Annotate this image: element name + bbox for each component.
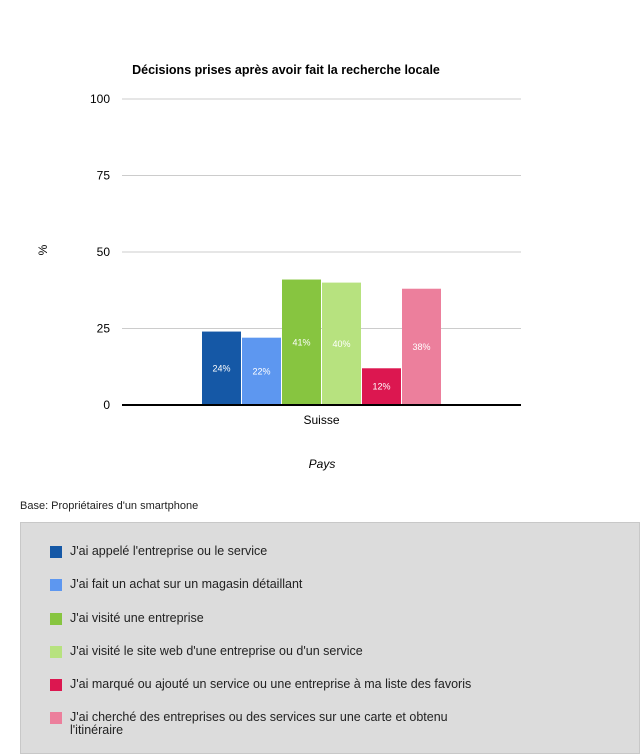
- y-tick-label: 50: [97, 245, 111, 259]
- bar: [242, 337, 281, 405]
- legend: J'ai appelé l'entreprise ou le service J…: [20, 522, 640, 754]
- data-label: 22%: [252, 366, 270, 376]
- legend-item: J'ai fait un achat sur un magasin détail…: [50, 578, 610, 591]
- gridlines: [122, 98, 521, 329]
- bars: [202, 279, 441, 405]
- y-tick-labels: 0 25 50 75 100: [90, 92, 110, 412]
- y-tick-label: 75: [97, 169, 111, 183]
- legend-item: J'ai visité le site web d'une entreprise…: [50, 645, 610, 658]
- data-label: 40%: [332, 339, 350, 349]
- data-label: 24%: [212, 363, 230, 373]
- legend-swatch: [50, 579, 62, 591]
- legend-item: J'ai appelé l'entreprise ou le service: [50, 545, 610, 558]
- legend-label: J'ai visité une entreprise: [70, 611, 204, 625]
- y-tick-label: 0: [103, 398, 110, 412]
- y-tick-label: 100: [90, 92, 110, 106]
- bar: [322, 282, 361, 405]
- legend-item: J'ai visité une entreprise: [50, 612, 610, 625]
- data-label: 12%: [372, 382, 390, 392]
- legend-item: J'ai cherché des entreprises ou des serv…: [50, 711, 610, 737]
- legend-label: J'ai cherché des entreprises ou des serv…: [70, 710, 448, 737]
- legend-label: J'ai fait un achat sur un magasin détail…: [70, 577, 303, 591]
- x-category-labels: Suisse: [303, 413, 339, 427]
- legend-label: J'ai marqué ou ajouté un service ou une …: [70, 677, 472, 691]
- legend-swatch: [50, 613, 62, 625]
- data-label: 41%: [292, 337, 310, 347]
- legend-swatch: [50, 712, 62, 724]
- data-label: 38%: [412, 342, 430, 352]
- bar: [282, 279, 321, 405]
- legend-label: J'ai appelé l'entreprise ou le service: [70, 544, 268, 558]
- base-note: Base: Propriétaires d'un smartphone: [20, 500, 199, 512]
- chart-title: Décisions prises après avoir fait la rec…: [132, 63, 440, 77]
- bar: [202, 331, 241, 405]
- x-category-label: Suisse: [303, 413, 339, 427]
- legend-swatch: [50, 679, 62, 691]
- legend-swatch: [50, 646, 62, 658]
- legend-item: J'ai marqué ou ajouté un service ou une …: [50, 678, 610, 691]
- legend-swatch: [50, 546, 62, 558]
- data-labels: 24% 22% 41% 40% 12% 38%: [212, 337, 430, 391]
- bar: [362, 368, 401, 405]
- y-axis-label: %: [36, 244, 50, 255]
- bar: [402, 288, 441, 405]
- legend-label: J'ai visité le site web d'une entreprise…: [70, 644, 363, 658]
- x-axis-label: Pays: [309, 457, 336, 471]
- chart: Décisions prises après avoir fait la rec…: [36, 63, 521, 471]
- y-tick-label: 25: [97, 322, 111, 336]
